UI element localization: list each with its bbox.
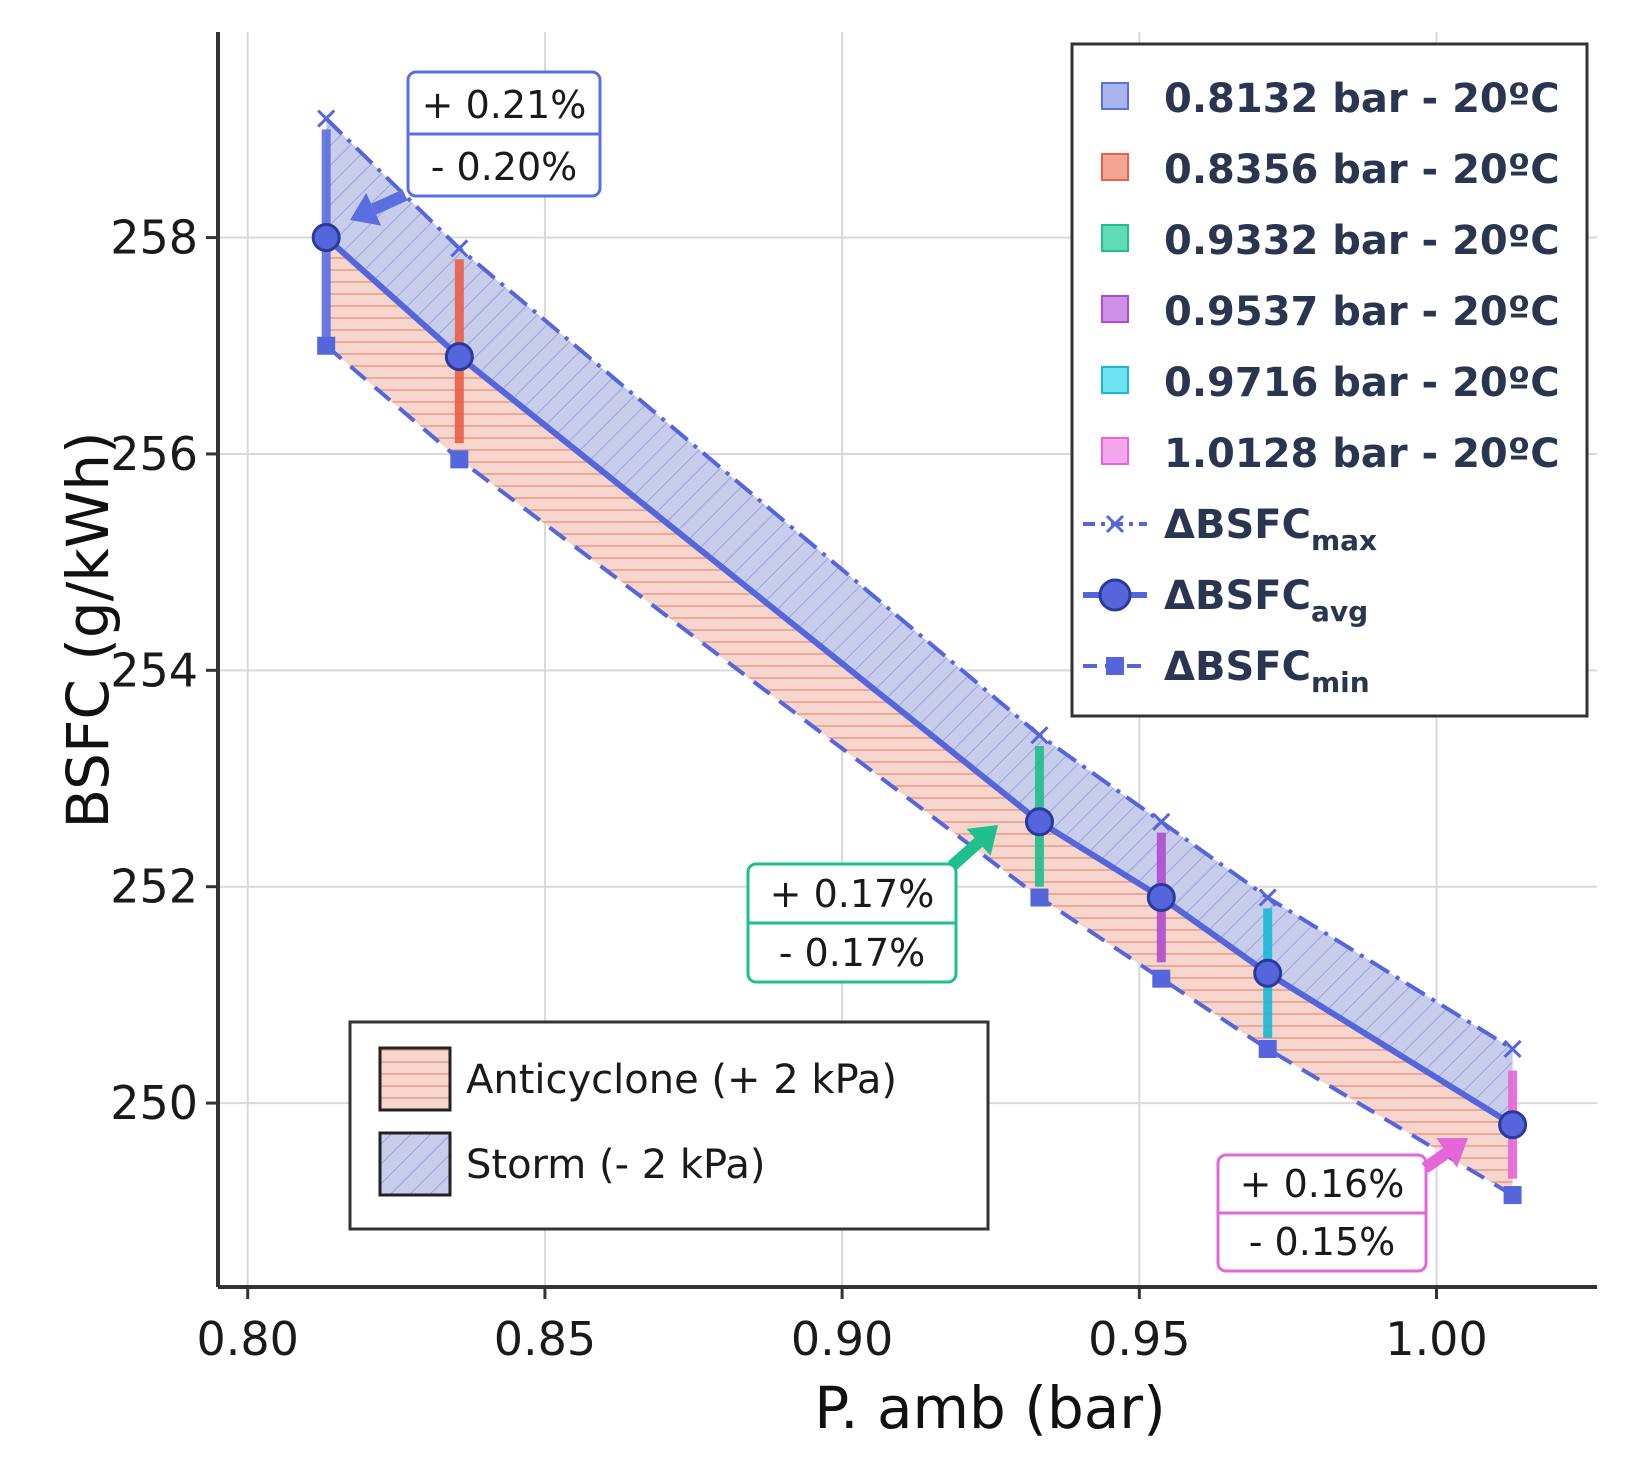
legend-bands: Anticyclone (+ 2 kPa) Storm (- 2 kPa) <box>348 1020 990 1231</box>
y-tick-label-3: 256 <box>110 427 198 481</box>
annotation-arrow-shaft-1 <box>948 837 983 871</box>
annotation-2: + 0.16% - 0.15% <box>1216 1138 1468 1273</box>
marker-max-stroke-b-5 <box>1503 1039 1522 1059</box>
legend-label-max: ΔBSFCmax <box>1164 502 1377 557</box>
marker-min-0 <box>317 336 336 355</box>
marker-min-3 <box>1152 969 1171 988</box>
legend-swatch-4 <box>1101 366 1129 394</box>
markers-layer <box>311 109 1528 1205</box>
y-tick-label-4: 258 <box>110 211 198 265</box>
legend-label-min: ΔBSFCmin <box>1164 644 1370 699</box>
marker-max-5 <box>1503 1039 1522 1059</box>
legend-label-2: 0.9332 bar - 20ºC <box>1164 218 1560 264</box>
legend-band-label-0: Anticyclone (+ 2 kPa) <box>466 1057 897 1103</box>
bands-layer <box>326 118 1513 1196</box>
marker-max-stroke-b-4 <box>1258 888 1277 907</box>
marker-avg-4 <box>1253 958 1283 988</box>
x-tick-label-3: 0.95 <box>1088 1312 1190 1366</box>
marker-min-5 <box>1503 1186 1522 1205</box>
annotation-bottom-2: - 0.15% <box>1249 1220 1396 1264</box>
annotation-top-0: + 0.21% <box>422 83 587 127</box>
y-tick-label-2: 254 <box>110 643 198 697</box>
legend-bands-frame <box>348 1020 990 1231</box>
annotation-arrow-head-0 <box>350 192 382 226</box>
x-tick-label-1: 0.85 <box>494 1312 596 1366</box>
marker-max-4 <box>1258 888 1277 907</box>
annotation-top-2: + 0.16% <box>1240 1162 1405 1206</box>
annotation-bottom-0: - 0.20% <box>431 145 578 189</box>
legend-label-avg: ΔBSFCavg <box>1164 573 1368 628</box>
y-tick-label-0: 250 <box>110 1076 198 1130</box>
marker-min-2 <box>1030 888 1049 907</box>
legend-marker-avg <box>1098 578 1132 612</box>
marker-max-stroke-b-0 <box>317 109 336 128</box>
legend-band-swatch-0 <box>378 1046 452 1112</box>
x-tick-labels: 0.80 0.85 0.90 0.95 1.00 <box>197 1287 1488 1366</box>
x-tick-label-2: 0.90 <box>791 1312 893 1366</box>
legend-swatch-0 <box>1101 82 1129 110</box>
marker-max-stroke-b-1 <box>450 239 469 258</box>
legend-swatch-3 <box>1101 295 1129 323</box>
line-bsfc-avg <box>324 235 1515 1128</box>
y-tick-label-1: 252 <box>110 860 198 914</box>
marker-max-2 <box>1030 726 1049 745</box>
annotations-layer: + 0.21% - 0.20% + 0.17% - 0.17% + 0.16% - 0.1… <box>350 70 1468 1273</box>
marker-avg-5 <box>1498 1110 1528 1140</box>
marker-avg-2 <box>1024 807 1054 837</box>
legend-band-label-1: Storm (- 2 kPa) <box>466 1142 766 1188</box>
legend-label-4: 0.9716 bar - 20ºC <box>1164 360 1560 406</box>
annotation-arrow-head-2 <box>1436 1138 1468 1168</box>
x-axis-label: P. amb (bar) <box>814 1374 1166 1442</box>
x-tick-label-4: 1.00 <box>1385 1312 1487 1366</box>
marker-avg-0 <box>311 223 341 253</box>
legend-label-1: 0.8356 bar - 20ºC <box>1164 147 1560 193</box>
marker-max-0 <box>317 109 336 128</box>
band-storm <box>326 118 1513 1125</box>
marker-max-3 <box>1152 812 1171 831</box>
annotation-bottom-1: - 0.17% <box>779 931 926 975</box>
annotation-arrow-head-1 <box>966 825 998 856</box>
y-axis-label: BSFC (g/kWh) <box>54 431 122 828</box>
legend-band-swatch-1 <box>378 1131 452 1197</box>
legend-swatch-1 <box>1101 153 1129 181</box>
marker-max-stroke-b-3 <box>1152 812 1171 831</box>
x-tick-label-0: 0.80 <box>197 1312 299 1366</box>
annotation-arrow-shaft-0 <box>371 189 408 215</box>
y-tick-labels: 250 252 254 256 258 <box>110 211 218 1130</box>
legend-label-3: 0.9537 bar - 20ºC <box>1164 289 1560 335</box>
band-anticyclone <box>326 237 1513 1196</box>
marker-max-1 <box>450 239 469 258</box>
marker-min-4 <box>1258 1039 1277 1058</box>
annotation-0: + 0.21% - 0.20% <box>350 70 602 226</box>
legend-marker-max-b <box>1105 514 1125 534</box>
series-lines-layer <box>324 117 1515 1197</box>
legend-swatch-2 <box>1101 224 1129 252</box>
line-bsfc-max <box>324 117 1514 1051</box>
legend-marker-min <box>1106 657 1124 675</box>
legend-label-5: 1.0128 bar - 20ºC <box>1164 431 1560 477</box>
annotation-top-1: + 0.17% <box>770 872 935 916</box>
marker-max-stroke-b-2 <box>1030 726 1049 745</box>
legend-main: 0.8132 bar - 20ºC 0.8356 bar - 20ºC 0.9332… <box>1070 42 1589 718</box>
legend-main-frame <box>1070 42 1589 718</box>
marker-avg-1 <box>444 342 474 372</box>
annotation-arrow-shaft-2 <box>1421 1147 1451 1173</box>
line-bsfc-min <box>324 344 1514 1197</box>
legend-swatch-5 <box>1101 437 1129 465</box>
marker-min-1 <box>450 450 469 469</box>
marker-avg-3 <box>1146 883 1176 913</box>
annotation-1: + 0.17% - 0.17% <box>746 825 998 984</box>
legend-label-0: 0.8132 bar - 20ºC <box>1164 76 1560 122</box>
